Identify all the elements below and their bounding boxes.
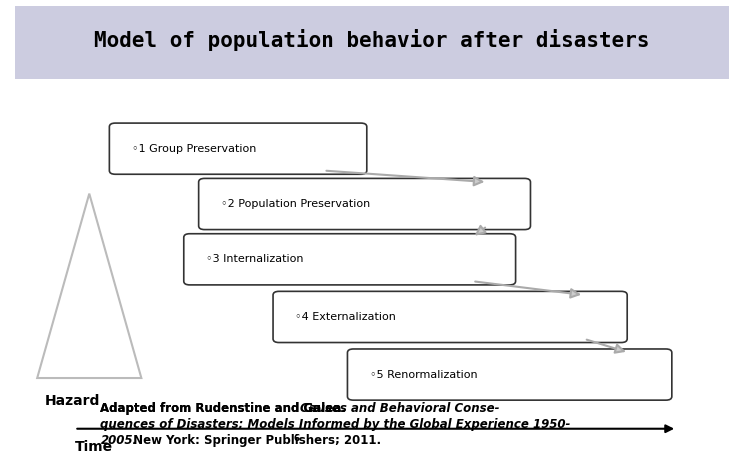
Text: ◦1 Group Preservation: ◦1 Group Preservation: [132, 144, 256, 154]
Text: Hazard: Hazard: [45, 394, 100, 408]
FancyBboxPatch shape: [15, 6, 729, 79]
Text: New York: Springer Publishers; 2011.: New York: Springer Publishers; 2011.: [129, 434, 381, 447]
Text: Causes and Behavioral Conse‐: Causes and Behavioral Conse‐: [300, 402, 499, 415]
Text: ◦5 Renormalization: ◦5 Renormalization: [370, 370, 478, 379]
Text: ◦4 Externalization: ◦4 Externalization: [295, 312, 397, 322]
Text: quences of Disasters: Models Informed by the Global Experience 1950‐: quences of Disasters: Models Informed by…: [100, 418, 571, 431]
Text: Time: Time: [74, 440, 112, 454]
FancyBboxPatch shape: [347, 349, 672, 400]
Text: ◦3 Internalization: ◦3 Internalization: [206, 254, 304, 264]
Text: 2005.: 2005.: [100, 434, 138, 447]
Text: ◦2 Population Preservation: ◦2 Population Preservation: [221, 199, 371, 209]
FancyBboxPatch shape: [184, 234, 516, 285]
Text: 6: 6: [294, 434, 300, 443]
Text: Adapted from Rudenstine and Galea.: Adapted from Rudenstine and Galea.: [100, 402, 350, 415]
FancyBboxPatch shape: [109, 123, 367, 174]
Text: Adapted from Rudenstine and Galea.: Adapted from Rudenstine and Galea.: [100, 402, 350, 415]
FancyBboxPatch shape: [199, 178, 530, 230]
FancyBboxPatch shape: [273, 291, 627, 343]
Text: Model of population behavior after disasters: Model of population behavior after disas…: [94, 29, 650, 51]
